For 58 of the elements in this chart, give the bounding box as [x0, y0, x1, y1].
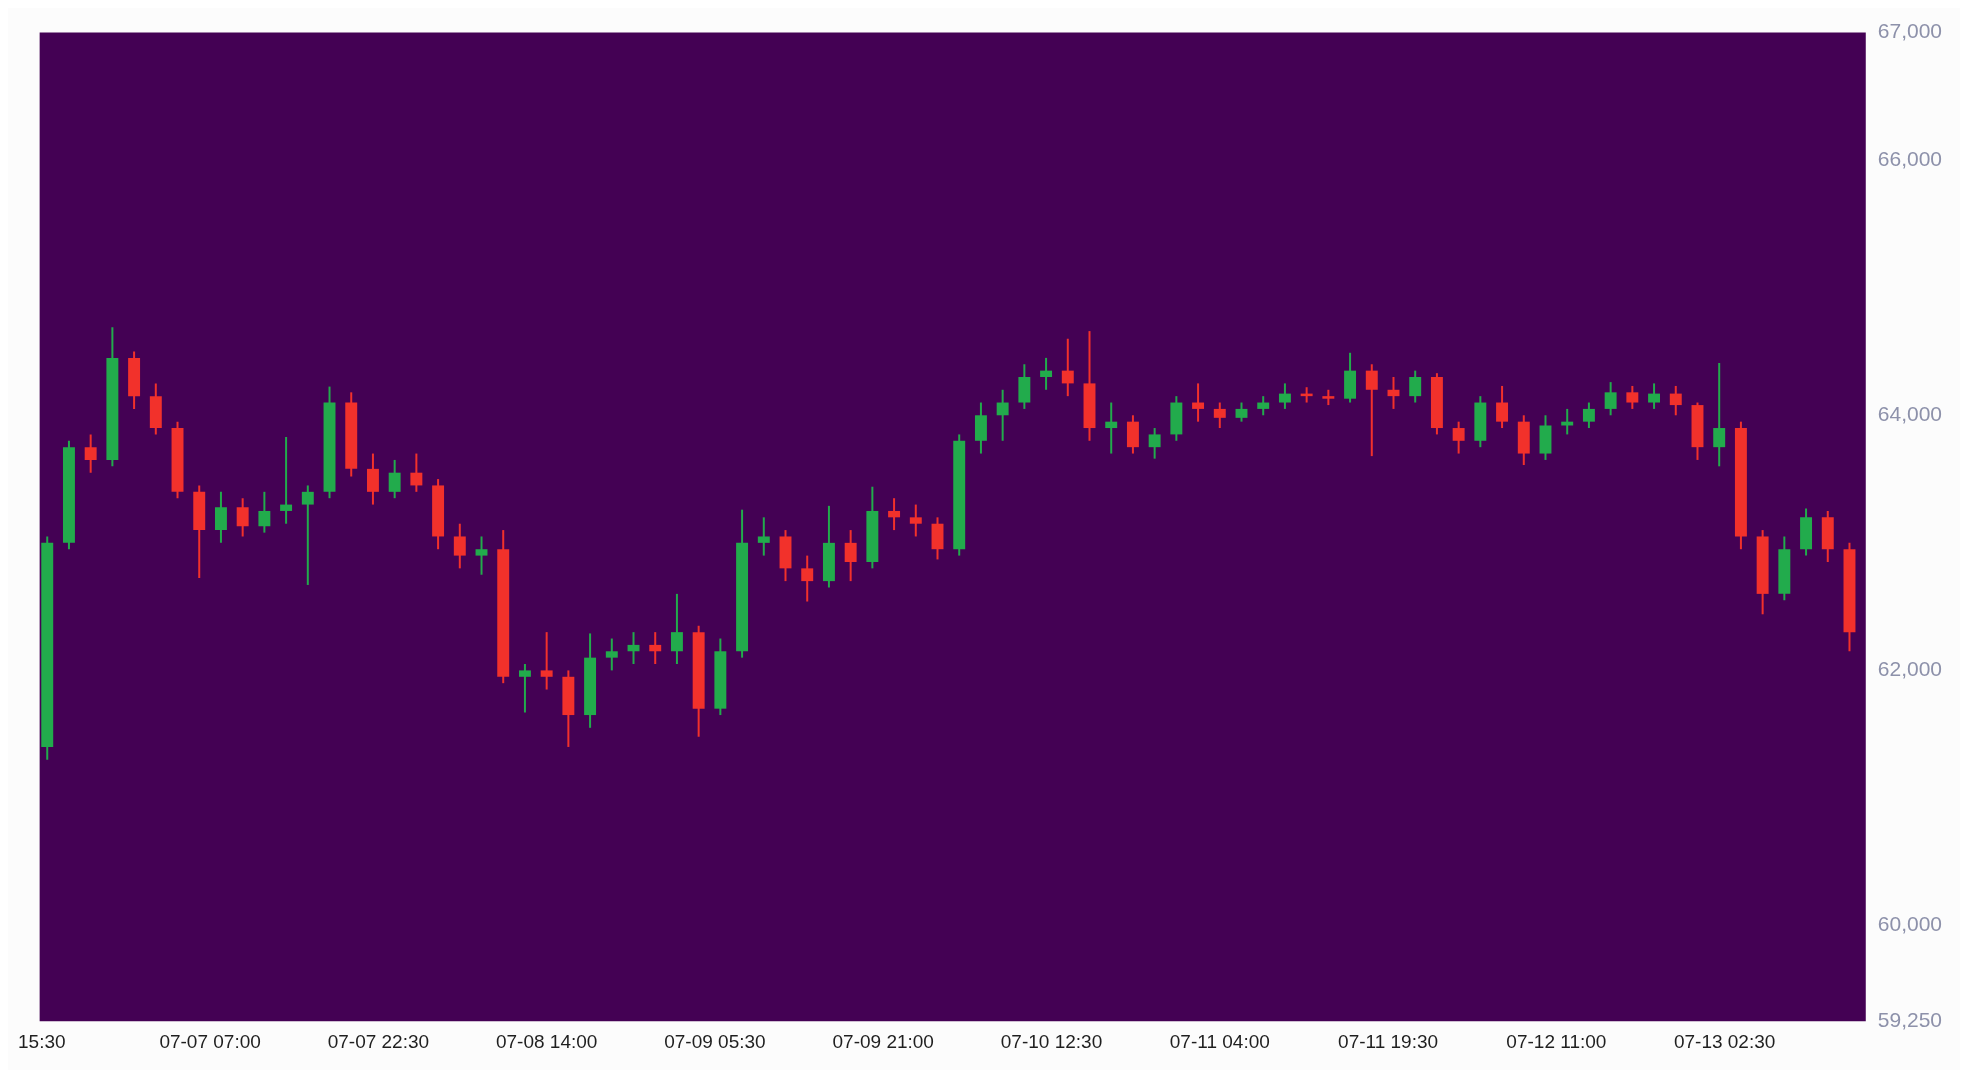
x-tick-label: 07-11 04:00	[1169, 1030, 1270, 1052]
candlestick	[475, 535, 488, 576]
candlestick	[1105, 401, 1118, 455]
candlestick	[84, 433, 97, 474]
candlestick	[844, 529, 857, 583]
x-tick-label: 07-08 14:00	[495, 1030, 598, 1052]
candlestick	[1192, 382, 1205, 423]
candlestick	[1213, 401, 1226, 430]
candlestick	[258, 490, 271, 534]
candlestick	[388, 458, 401, 500]
candlestick	[909, 503, 922, 538]
candlestick	[1648, 382, 1661, 410]
candlestick	[410, 452, 423, 493]
x-tick-label: 07-07 07:00	[159, 1030, 261, 1052]
candlestick	[1235, 401, 1248, 423]
y-tick-label: 62,000	[1877, 657, 1942, 681]
y-tick-label: 67,000	[1877, 19, 1942, 43]
candlestick	[1713, 361, 1726, 468]
x-tick-label: 07-09 05:30	[664, 1030, 766, 1052]
x-tick-label: 07-11 19:30	[1338, 1030, 1439, 1052]
candlestick	[214, 490, 227, 544]
candlestick	[301, 484, 314, 586]
candlestick	[518, 663, 531, 714]
y-tick-label: 59,250	[1877, 1008, 1942, 1031]
candlestick	[280, 435, 293, 525]
candlestick	[1040, 356, 1053, 391]
x-tick-label: 07-10 12:30	[1000, 1030, 1103, 1052]
x-tick-label: 07-12 11:00	[1506, 1030, 1607, 1052]
candlestick	[366, 452, 379, 506]
y-tick-label: 64,000	[1877, 402, 1942, 426]
candlestick	[1604, 381, 1617, 417]
candlestick	[453, 522, 466, 570]
candlestick	[1278, 382, 1291, 410]
x-tick-label: 07-13 02:30	[1673, 1030, 1776, 1052]
y-tick-label: 66,000	[1877, 146, 1942, 170]
candlestick	[1148, 427, 1161, 460]
candlestick	[1061, 337, 1074, 398]
x-tick-label: 15:30	[18, 1030, 66, 1052]
candlestick	[605, 637, 618, 672]
candlestick	[1669, 384, 1682, 417]
candlestick	[1409, 369, 1422, 404]
y-tick-label: 60,000	[1877, 912, 1942, 936]
candlestick	[1582, 401, 1595, 430]
candlestick	[801, 554, 814, 603]
x-tick-label: 07-09 21:00	[832, 1030, 934, 1052]
candlestick	[1365, 363, 1378, 458]
candlestick	[1257, 395, 1270, 417]
candlestick	[757, 516, 770, 557]
candlestick	[236, 497, 249, 538]
candlestick	[1626, 384, 1639, 410]
candlestick	[540, 631, 553, 691]
x-tick-label: 07-07 22:30	[327, 1030, 430, 1052]
candlestick	[1452, 420, 1465, 455]
candlestick	[649, 631, 662, 666]
candlestick	[888, 497, 901, 532]
candlestick	[670, 592, 683, 666]
candlestick	[1496, 384, 1509, 430]
candlestick	[996, 388, 1009, 442]
